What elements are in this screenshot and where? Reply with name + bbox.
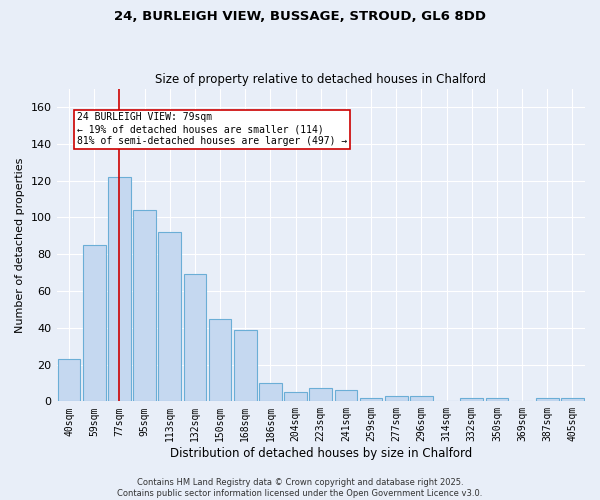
Text: 24, BURLEIGH VIEW, BUSSAGE, STROUD, GL6 8DD: 24, BURLEIGH VIEW, BUSSAGE, STROUD, GL6 … <box>114 10 486 23</box>
Y-axis label: Number of detached properties: Number of detached properties <box>15 158 25 332</box>
Bar <box>360 398 382 402</box>
Bar <box>184 274 206 402</box>
Bar <box>485 398 508 402</box>
Bar <box>536 398 559 402</box>
Bar <box>335 390 357 402</box>
Bar <box>234 330 257 402</box>
Bar <box>108 177 131 402</box>
Bar <box>460 398 483 402</box>
Bar <box>410 396 433 402</box>
Bar <box>284 392 307 402</box>
Bar <box>158 232 181 402</box>
Title: Size of property relative to detached houses in Chalford: Size of property relative to detached ho… <box>155 73 486 86</box>
Bar <box>385 396 407 402</box>
X-axis label: Distribution of detached houses by size in Chalford: Distribution of detached houses by size … <box>170 447 472 460</box>
Bar <box>259 383 282 402</box>
Bar <box>58 359 80 402</box>
Bar <box>209 318 232 402</box>
Bar <box>561 398 584 402</box>
Text: 24 BURLEIGH VIEW: 79sqm
← 19% of detached houses are smaller (114)
81% of semi-d: 24 BURLEIGH VIEW: 79sqm ← 19% of detache… <box>77 112 347 146</box>
Bar <box>83 245 106 402</box>
Bar <box>133 210 156 402</box>
Bar <box>310 388 332 402</box>
Text: Contains HM Land Registry data © Crown copyright and database right 2025.
Contai: Contains HM Land Registry data © Crown c… <box>118 478 482 498</box>
